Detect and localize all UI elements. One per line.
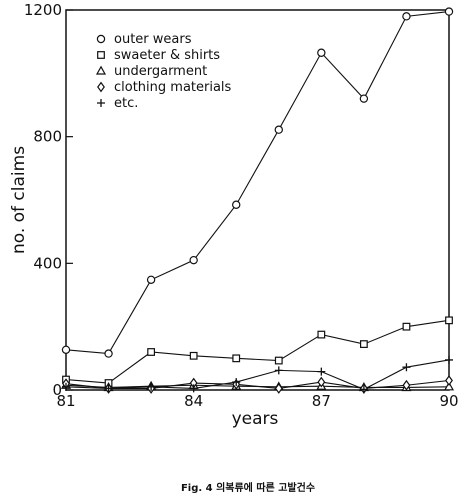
data-point-outer-wears [444, 7, 454, 16]
data-point-swaeter-shirts [232, 354, 241, 363]
data-point-clothing-materials [402, 379, 411, 391]
series-line-swaeter-shirts [65, 319, 450, 384]
y-tick-label: 400 [33, 254, 62, 272]
data-point-etc [445, 355, 453, 364]
x-tick-label: 81 [56, 392, 75, 410]
data-point-etc [402, 363, 411, 372]
data-point-swaeter-shirts [445, 316, 453, 325]
data-point-swaeter-shirts [274, 356, 283, 365]
data-point-outer-wears [61, 345, 71, 354]
data-point-swaeter-shirts [359, 340, 368, 348]
data-point-swaeter-shirts [317, 330, 326, 339]
data-point-etc [274, 366, 283, 375]
data-point-etc [147, 382, 156, 391]
y-tick-label: 0 [52, 381, 62, 399]
y-axis-title: no. of claims [9, 146, 29, 254]
data-point-outer-wears [274, 125, 283, 134]
x-tick-label: 90 [439, 392, 458, 410]
legend-label-swaeter-shirts: swaeter & shirts [114, 48, 220, 63]
series-line-clothing-materials [65, 379, 450, 389]
series-markers [60, 7, 455, 394]
data-point-outer-wears [402, 12, 411, 21]
legend-label-outer-wears: outer wears [114, 32, 192, 47]
data-point-outer-wears [232, 200, 241, 209]
legend-symbol-swaeter-shirts [97, 51, 105, 59]
data-point-etc [232, 378, 241, 387]
data-point-etc [359, 385, 368, 394]
legend-label-etc: etc. [114, 96, 138, 111]
axis-ticks: 81 84 87 90 0 400 800 1200 [24, 1, 459, 410]
data-point-etc [317, 367, 326, 376]
data-point-clothing-materials [317, 376, 326, 388]
legend-symbol-undergarment [95, 65, 107, 75]
figure-caption: Fig. 4 의복류에 따른 고발건수 [181, 481, 315, 494]
data-point-clothing-materials [274, 382, 283, 394]
data-point-etc [62, 382, 70, 391]
data-point-outer-wears [104, 349, 113, 358]
x-tick-label: 84 [184, 392, 203, 410]
legend-label-undergarment: undergarment [114, 64, 207, 79]
data-point-etc [104, 384, 113, 393]
series-line-etc [65, 359, 450, 390]
data-point-swaeter-shirts [147, 348, 156, 356]
data-point-clothing-materials [445, 375, 453, 386]
data-point-outer-wears [146, 275, 156, 284]
legend-symbol-outer-wears [96, 34, 106, 44]
legend-symbol-clothing-materials [97, 81, 105, 93]
data-point-swaeter-shirts [189, 351, 198, 360]
legend-symbol-etc [97, 99, 105, 107]
data-point-outer-wears [359, 94, 369, 103]
data-point-etc [189, 384, 198, 393]
y-tick-label: 800 [33, 128, 62, 146]
series-lines [65, 11, 450, 390]
plot-frame [65, 9, 450, 391]
data-point-outer-wears [189, 255, 198, 265]
legend-label-clothing-materials: clothing materials [114, 80, 232, 95]
data-point-outer-wears [317, 48, 326, 57]
x-tick-label: 87 [312, 392, 331, 410]
data-point-swaeter-shirts [402, 322, 411, 331]
series-line-outer-wears [65, 11, 450, 355]
data-point-undergarment [443, 381, 455, 391]
x-axis-title: years [232, 409, 279, 429]
y-tick-label: 1200 [24, 1, 62, 19]
